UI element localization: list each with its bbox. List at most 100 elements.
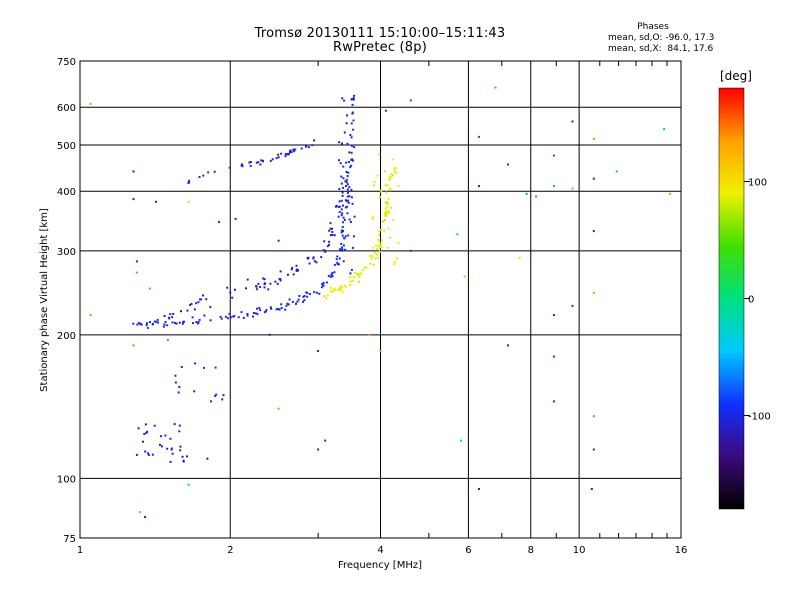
echo-point (329, 227, 332, 230)
echo-point (506, 344, 509, 347)
echo-point (156, 318, 159, 321)
echo-point (345, 185, 347, 187)
echo-point (336, 255, 339, 258)
echo-point (390, 206, 392, 209)
echo-point (179, 449, 182, 452)
echo-point (338, 257, 341, 260)
echo-point (277, 156, 280, 159)
echo-point (178, 430, 181, 433)
echo-point (330, 273, 333, 276)
echo-point (257, 161, 260, 164)
echo-point (379, 250, 382, 253)
echo-point (329, 275, 332, 278)
echo-point (388, 187, 391, 190)
echo-point (323, 240, 326, 243)
echo-point (328, 243, 331, 246)
echo-point (284, 153, 287, 156)
echo-point (147, 452, 149, 455)
echo-point (89, 314, 92, 317)
echo-point (346, 114, 348, 117)
echo-point (298, 295, 301, 297)
colorbar-tick-label: 100 (748, 178, 767, 189)
echo-point (337, 215, 340, 218)
echo-point (224, 315, 227, 318)
grid-lines (80, 61, 681, 538)
echo-point (380, 189, 383, 192)
echo-point (571, 187, 574, 190)
echo-point (209, 306, 212, 309)
echo-point (145, 324, 148, 327)
echo-point (352, 276, 355, 279)
echo-point (132, 322, 135, 325)
echo-point (151, 453, 154, 456)
echo-point (334, 205, 337, 208)
echo-point (229, 291, 232, 294)
echo-point (313, 139, 316, 142)
phase-stats-o-mode: mean, sd,O: -96.0, 17.3 (608, 33, 715, 43)
echo-point (346, 195, 349, 198)
echo-point (187, 200, 190, 203)
echo-point (571, 304, 574, 307)
echo-point (353, 146, 356, 149)
echo-point (341, 194, 344, 197)
echo-point (144, 450, 147, 453)
echo-point (340, 231, 343, 234)
echo-point (337, 288, 340, 291)
echo-point (379, 350, 382, 352)
echo-point (348, 151, 351, 154)
echo-point (351, 202, 354, 205)
echo-point (191, 316, 194, 319)
echo-point (343, 218, 346, 221)
echo-point (322, 249, 325, 252)
echo-point (352, 235, 355, 238)
echo-point (386, 203, 389, 206)
echo-point (349, 280, 352, 283)
echo-point (154, 320, 157, 323)
echo-point (297, 298, 300, 301)
echo-point (346, 175, 349, 177)
echo-point (363, 266, 366, 269)
echo-point (135, 260, 138, 263)
echo-point (374, 244, 377, 247)
echo-point (351, 98, 354, 100)
echo-point (262, 277, 265, 280)
echo-point (342, 230, 344, 233)
echo-point (303, 299, 306, 302)
axis-ticks: 1 2 4 6 8 10 16 75 100 200 300 400 500 600 750 (57, 57, 687, 556)
echo-point (178, 386, 181, 388)
echo-point (331, 227, 334, 230)
echo-point (302, 300, 305, 303)
echo-point (393, 263, 396, 265)
echo-point (350, 151, 353, 154)
echo-point (187, 483, 190, 486)
echo-point (336, 263, 339, 266)
echo-point (233, 315, 236, 317)
echo-point (179, 445, 182, 448)
echo-point (371, 255, 374, 258)
echo-point (269, 159, 272, 162)
echo-point (338, 288, 341, 291)
echo-point (139, 322, 142, 325)
echo-point (380, 239, 383, 242)
echo-point (242, 317, 245, 319)
echo-point (311, 144, 314, 147)
echo-point (249, 164, 252, 167)
echo-point (387, 197, 390, 200)
echo-point (340, 242, 343, 245)
echo-point (286, 302, 289, 305)
echo-point (342, 165, 345, 168)
echo-point (392, 158, 395, 161)
echo-point (226, 286, 229, 289)
echo-point (229, 316, 232, 319)
echo-point (241, 165, 244, 168)
echo-point (392, 218, 395, 221)
echo-point (289, 149, 292, 152)
echo-point (249, 161, 252, 163)
echo-point (202, 294, 204, 297)
echo-point (351, 103, 354, 106)
echo-point (379, 242, 382, 245)
echo-point (143, 433, 146, 435)
echo-point (295, 302, 297, 305)
echo-point (261, 159, 264, 162)
echo-point (321, 283, 324, 286)
